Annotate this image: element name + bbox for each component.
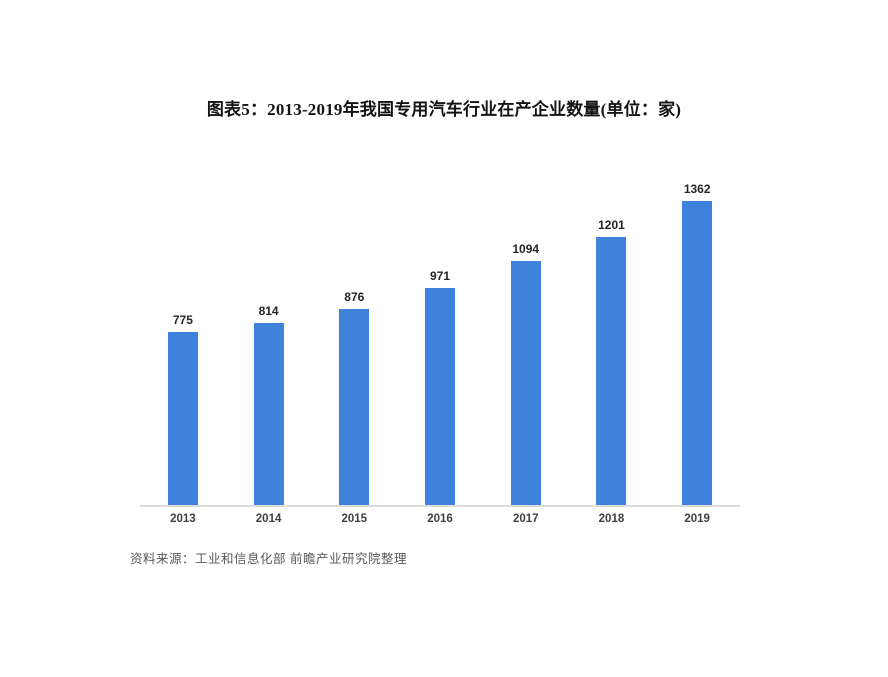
bar-value-label: 814 — [258, 304, 279, 318]
bar-value-label: 1362 — [683, 182, 711, 196]
x-axis-line — [140, 505, 740, 507]
bar-value-label: 1201 — [598, 218, 625, 232]
x-axis-tick-label: 2015 — [341, 513, 368, 525]
bar-value-label: 876 — [344, 290, 365, 304]
bar — [682, 201, 713, 505]
x-axis-tick-label: 2017 — [512, 513, 539, 525]
x-axis-tick-label: 2018 — [598, 513, 625, 525]
bar-group: 814 — [226, 304, 312, 505]
x-axis-tick-label: 2013 — [170, 513, 196, 525]
bar — [425, 288, 456, 505]
bar — [253, 323, 284, 505]
x-axis-tick-label: 2014 — [255, 513, 282, 525]
bar-value-label: 971 — [430, 269, 451, 283]
bar-value-label: 1094 — [512, 242, 540, 256]
x-axis-ticks: 2013 2014 2015 2016 2017 2018 2019 — [140, 513, 740, 525]
bar — [596, 237, 627, 505]
bar-value-label: 775 — [172, 313, 193, 327]
x-axis-tick-label: 2019 — [684, 513, 710, 525]
source-note: 资料来源：工业和信息化部 前瞻产业研究院整理 — [130, 552, 407, 566]
bar-group: 1201 — [569, 218, 655, 505]
bar-group: 876 — [311, 290, 397, 505]
plot-area: 775 814 876 971 1094 1201 1362 2013 2014 2015 201… — [140, 165, 740, 533]
bar-group: 1362 — [654, 182, 740, 505]
bar-group: 971 — [397, 269, 483, 505]
bar — [339, 309, 370, 505]
bar — [510, 261, 541, 505]
bar — [167, 332, 198, 505]
chart-title: 图表5：2013-2019年我国专用汽车行业在产企业数量(单位：家) — [206, 100, 682, 119]
x-axis-tick-label: 2016 — [427, 513, 453, 525]
bar-group: 1094 — [483, 242, 569, 505]
bars-row: 775 814 876 971 1094 1201 1362 — [140, 165, 740, 505]
bar-group: 775 — [140, 313, 226, 505]
